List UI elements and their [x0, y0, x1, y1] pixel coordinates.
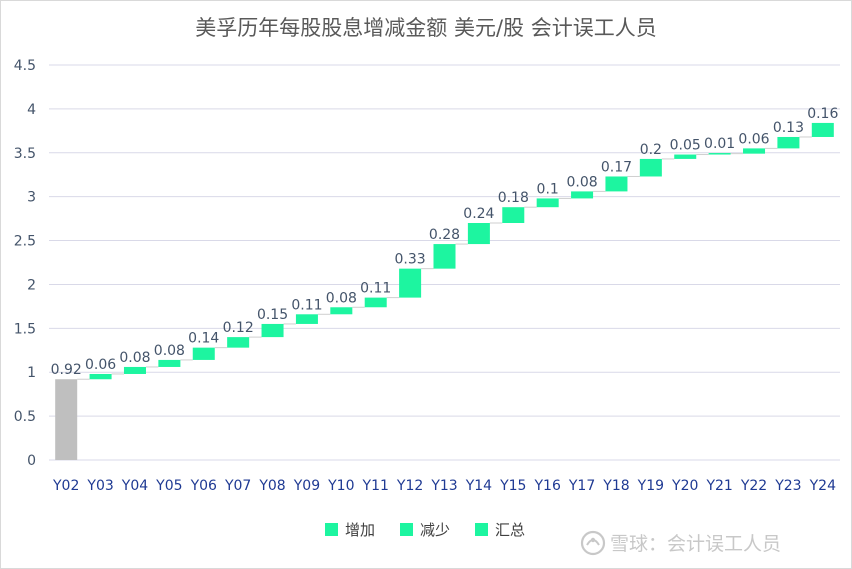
y-tick-label: 2	[27, 277, 36, 293]
bar-y24	[811, 122, 834, 137]
data-label: 0.92	[51, 362, 82, 378]
bar-y17	[571, 191, 594, 199]
bar-y22	[743, 148, 766, 154]
bar-y03	[89, 373, 112, 380]
legend-label: 减少	[420, 521, 450, 539]
connector-lines	[77, 136, 812, 380]
legend-swatch	[400, 523, 413, 536]
x-tick-label: Y21	[705, 478, 732, 494]
y-tick-label: 1.5	[14, 321, 36, 337]
x-tick-label: Y03	[86, 478, 113, 494]
x-tick-label: Y22	[740, 478, 767, 494]
data-label: 0.05	[670, 138, 701, 154]
data-label: 0.14	[188, 331, 219, 347]
data-label: 0.08	[566, 174, 597, 190]
bar-y05	[158, 359, 181, 367]
watermark: 雪球：会计误工人员	[580, 530, 781, 556]
bar-y13	[433, 244, 456, 269]
y-tick-label: 4	[27, 102, 36, 118]
bar-y10	[330, 307, 353, 315]
x-tick-label: Y23	[774, 478, 801, 494]
bar-y18	[605, 176, 628, 192]
bar-y07	[227, 337, 250, 348]
data-label: 0.01	[704, 136, 735, 152]
data-label: 0.11	[291, 297, 322, 313]
snowball-logo-icon	[580, 530, 606, 556]
data-label: 0.13	[773, 120, 804, 136]
bar-y21	[708, 153, 731, 155]
legend-label: 增加	[345, 521, 375, 539]
x-tick-label: Y17	[568, 478, 595, 494]
bar-y02	[55, 379, 78, 460]
data-label: 0.28	[429, 227, 460, 243]
data-label: 0.11	[360, 281, 391, 297]
bar-y14	[467, 223, 490, 245]
data-label: 0.33	[395, 252, 426, 268]
data-label: 0.1	[537, 181, 559, 197]
data-label: 0.2	[640, 142, 662, 158]
y-axis-ticks: 0 0.5 1 1.5 2 2.5 3 3.5 4 4.5	[14, 58, 36, 469]
x-tick-label: Y09	[293, 478, 320, 494]
data-label: 0.08	[326, 290, 357, 306]
x-tick-label: Y16	[533, 478, 560, 494]
x-tick-label: Y19	[637, 478, 664, 494]
bars	[55, 122, 834, 460]
bar-y20	[674, 154, 697, 159]
y-tick-label: 1	[27, 365, 36, 381]
bar-y06	[192, 347, 215, 360]
x-tick-label: Y20	[671, 478, 698, 494]
data-label: 0.08	[119, 350, 150, 366]
x-tick-label: Y12	[396, 478, 423, 494]
x-tick-label: Y07	[224, 478, 251, 494]
bar-y15	[502, 207, 525, 223]
legend: 增加 减少 汇总	[325, 521, 525, 539]
chart-title: 美孚历年每股股息增减金额 美元/股 会计误工人员	[195, 16, 656, 40]
x-tick-label: Y02	[52, 478, 79, 494]
data-label: 0.24	[463, 206, 494, 222]
data-label: 0.08	[154, 343, 185, 359]
data-label: 0.06	[85, 357, 116, 373]
data-label: 0.17	[601, 159, 632, 175]
legend-swatch	[475, 523, 488, 536]
y-tick-label: 0.5	[14, 409, 36, 425]
data-label: 0.18	[498, 190, 529, 206]
watermark-text: 雪球：会计误工人员	[610, 533, 781, 555]
legend-label: 汇总	[495, 521, 525, 539]
x-tick-label: Y04	[121, 478, 148, 494]
legend-swatch	[325, 523, 338, 536]
x-tick-label: Y18	[602, 478, 629, 494]
x-tick-label: Y24	[809, 478, 836, 494]
bar-y19	[639, 158, 662, 177]
x-tick-label: Y10	[327, 478, 354, 494]
data-labels: 0.92 0.06 0.08 0.080.140.120.150.11 0.080.11…	[51, 106, 839, 378]
x-tick-label: Y06	[190, 478, 217, 494]
data-label: 0.06	[738, 131, 769, 147]
bar-y09	[295, 314, 318, 324]
y-tick-label: 3	[27, 190, 36, 206]
bar-y16	[536, 198, 559, 208]
x-tick-label: Y05	[155, 478, 182, 494]
bar-y08	[261, 323, 284, 338]
x-tick-label: Y11	[362, 478, 389, 494]
y-tick-label: 4.5	[14, 58, 36, 74]
x-tick-label: Y15	[499, 478, 526, 494]
y-tick-label: 0	[27, 453, 36, 469]
y-tick-label: 2.5	[14, 234, 36, 250]
x-tick-label: Y14	[465, 478, 492, 494]
data-label: 0.12	[223, 320, 254, 336]
x-tick-label: Y13	[430, 478, 457, 494]
y-tick-label: 3.5	[14, 146, 36, 162]
bar-y11	[364, 297, 387, 308]
x-tick-label: Y08	[258, 478, 285, 494]
bar-y12	[399, 268, 422, 298]
grid-lines	[49, 64, 840, 461]
data-label: 0.16	[807, 106, 838, 122]
bar-y04	[123, 366, 146, 374]
x-axis-categories: Y02 Y03 Y04 Y05 Y06 Y07 Y08 Y09 Y10 Y11 Y12 Y13 Y14 Y…	[52, 478, 836, 494]
data-label: 0.15	[257, 307, 288, 323]
bar-y23	[777, 136, 800, 149]
